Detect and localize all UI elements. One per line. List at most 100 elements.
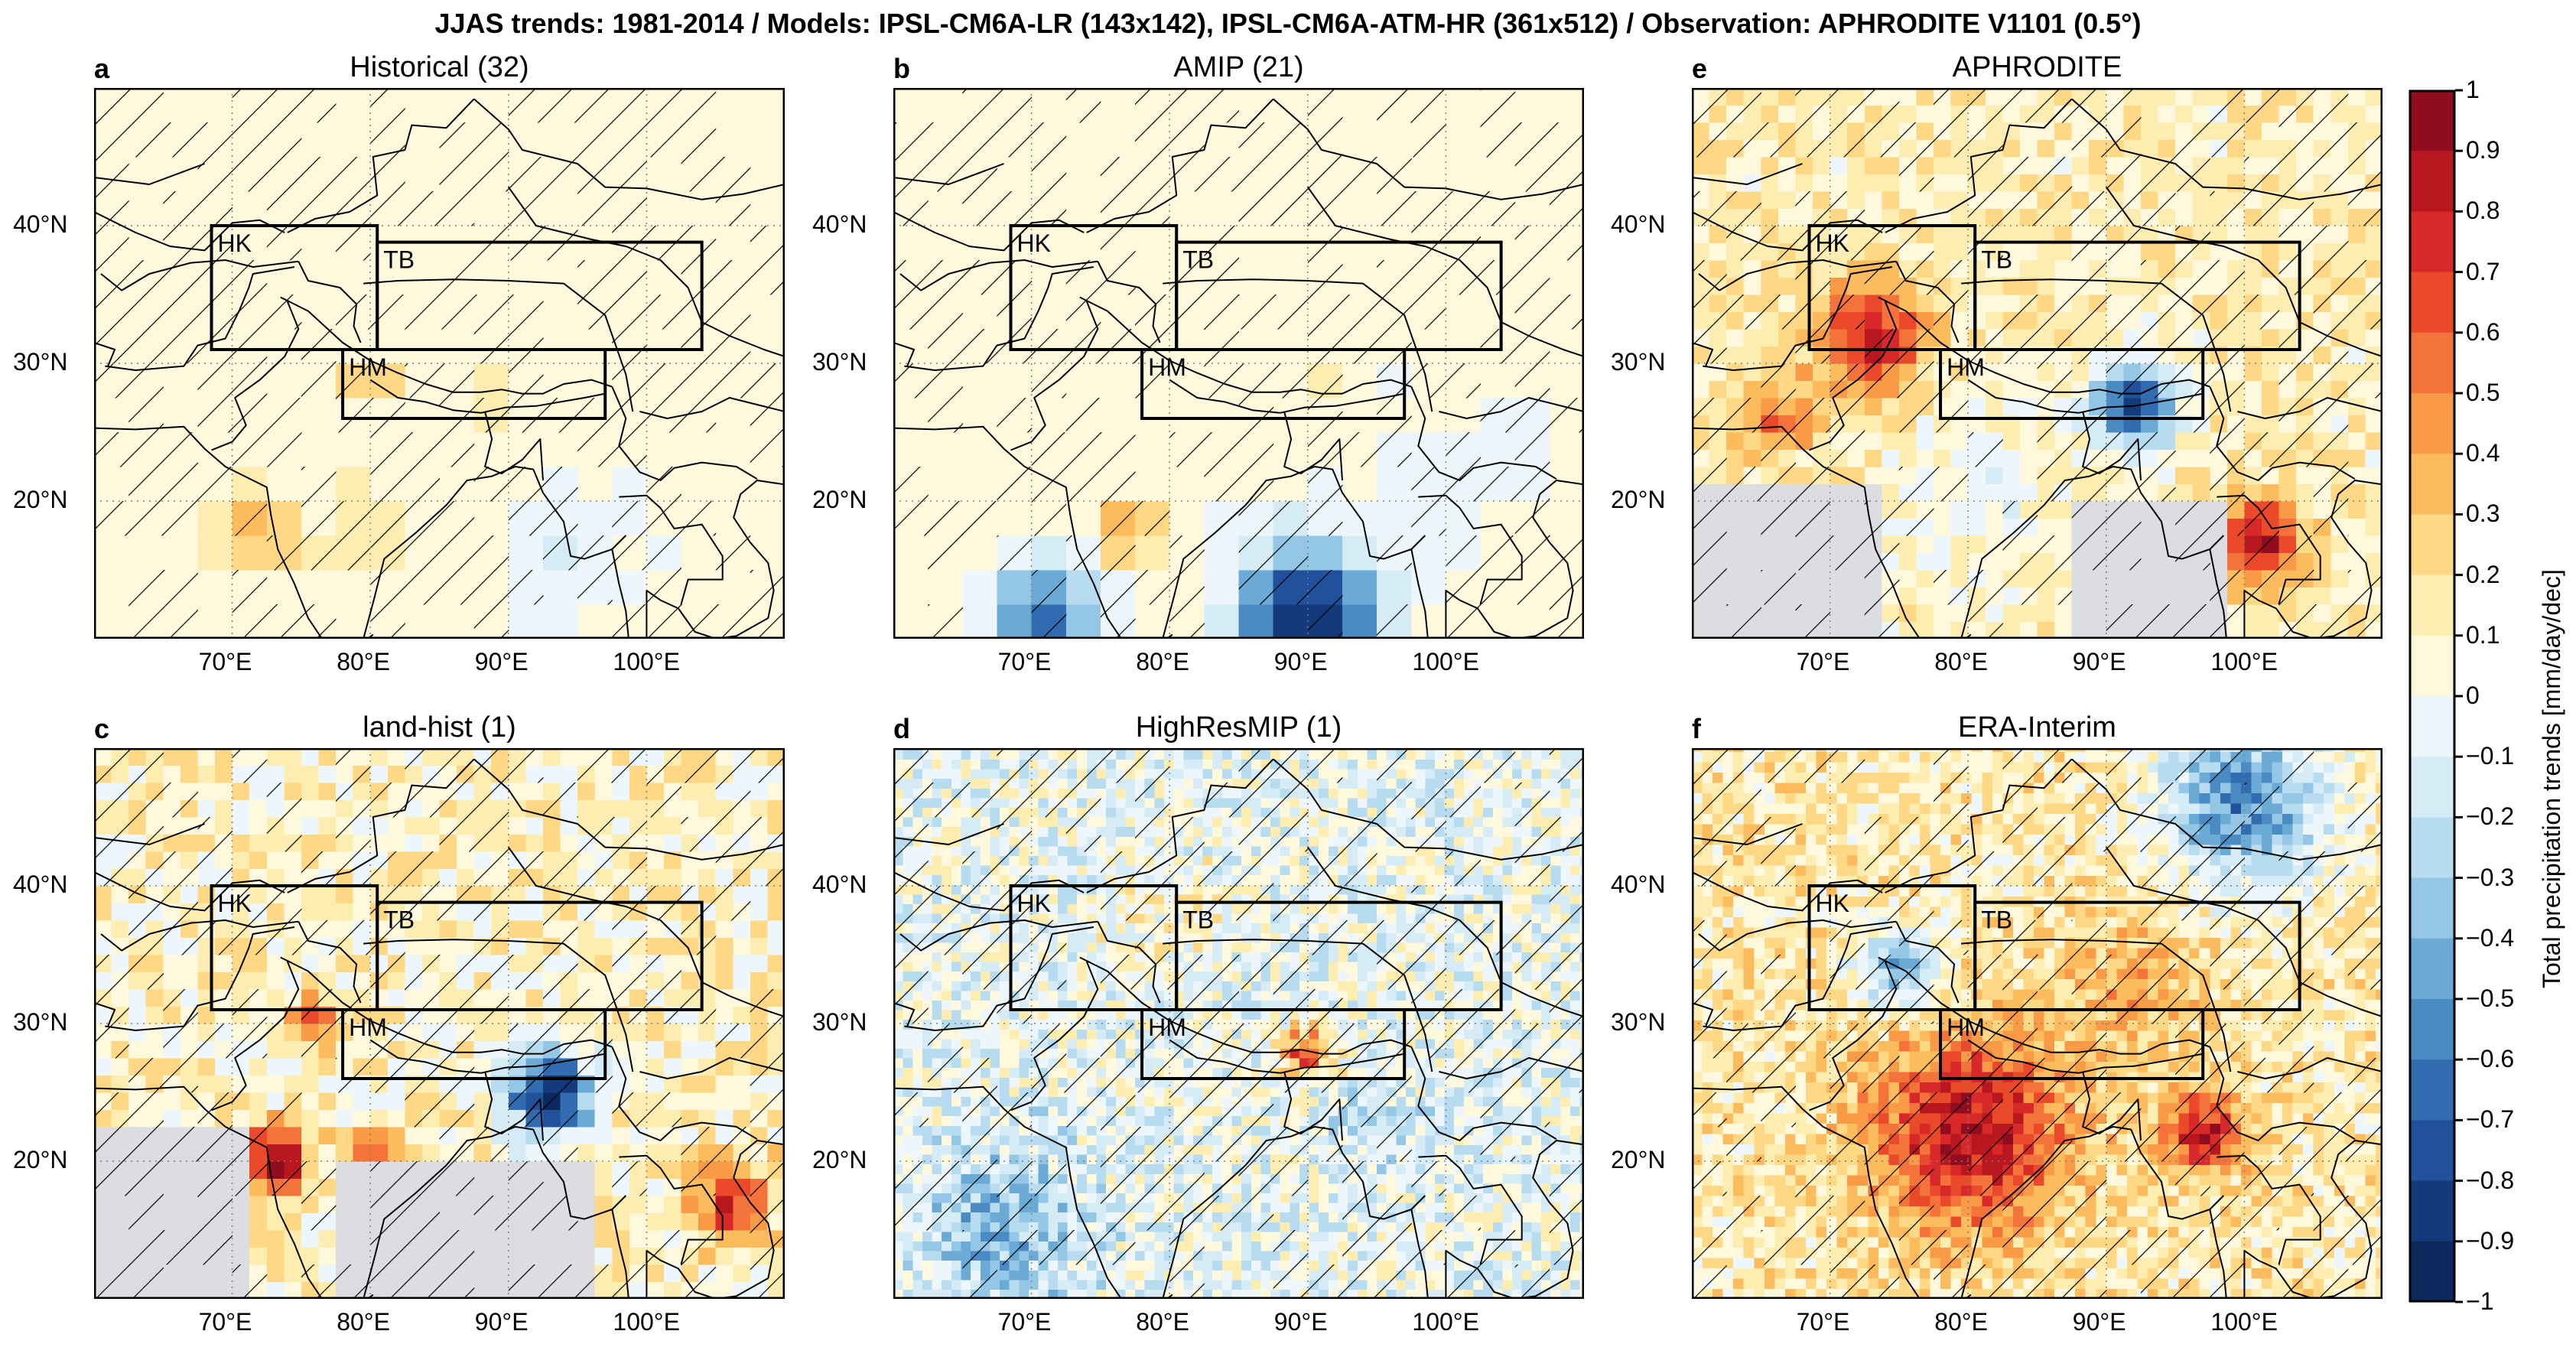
precip-trend-map: HK TB HM [94,88,785,639]
colorbar-swatch [2409,817,2455,879]
region-box [1939,1008,2205,1080]
panel-letter: c [94,713,110,744]
colorbar-tick-label: 0 [2466,682,2480,709]
region-label: HK [218,229,252,257]
lon-tick-label: 70°E [198,1308,252,1336]
colorbar-swatch [2409,635,2455,697]
colorbar-swatch [2409,332,2455,394]
panel-letter: d [893,713,910,744]
lat-tick-label: 30°N [13,348,68,376]
precip-trend-map: HK TB HM [1692,748,2382,1299]
lon-tick-label: 90°E [1273,648,1328,675]
lon-tick-label: 90°E [474,1308,529,1336]
lat-tick-label: 20°N [13,1146,68,1173]
region-label: HK [1816,229,1849,257]
colorbar-swatch [2409,1120,2455,1182]
panel-letter: b [893,53,910,84]
lat-tick-label: 40°N [812,870,867,898]
colorbar-swatch [2409,938,2455,1000]
colorbar-swatch [2409,1180,2455,1242]
colorbar-tick-label: 0.6 [2466,317,2500,346]
colorbar-tick-label: 0.1 [2466,620,2500,649]
figure-title: JJAS trends: 1981-2014 / Models: IPSL-CM… [434,8,2142,39]
lon-tick-label: 70°E [1796,648,1850,675]
lon-tick-label: 100°E [2210,1308,2278,1336]
lon-tick-label: 100°E [613,648,680,675]
region-label: HM [349,353,387,381]
region-label: HK [1816,890,1849,917]
lat-tick-label: 40°N [1611,870,1666,898]
colorbar [2408,89,2463,1303]
colorbar-swatch [2409,1241,2455,1303]
lon-tick-label: 70°E [198,648,252,675]
lon-tick-label: 80°E [1934,1308,1988,1336]
colorbar-tick-label: 0.5 [2466,379,2500,406]
colorbar-label: Total precipitation trends [mm/day/dec] [2538,569,2565,988]
lat-tick-label: 40°N [13,870,68,898]
colorbar-tick-label: −0.9 [2466,1226,2515,1254]
colorbar-tick-label: 0.3 [2466,500,2500,528]
region-box [341,348,607,420]
colorbar-swatch [2409,514,2455,576]
colorbar-swatch [2409,454,2455,515]
region-label: TB [1981,906,2012,934]
colorbar-tick-label: −0.1 [2466,742,2515,770]
colorbar-tick-label: 0.7 [2466,257,2500,285]
lon-tick-label: 70°E [1796,1308,1850,1336]
panel-title: AMIP (21) [1173,51,1304,83]
colorbar-tick-label: −0.8 [2466,1166,2515,1194]
lat-tick-label: 20°N [13,486,68,513]
panel-title: HighResMIP (1) [1135,711,1342,744]
lon-tick-label: 80°E [1934,648,1988,675]
region-box [1140,348,1407,420]
lon-tick-label: 100°E [1412,1308,1479,1336]
colorbar-tick-label: 0.4 [2466,439,2500,467]
panel-title: ERA-Interim [1958,711,2116,744]
lon-tick-label: 100°E [613,1308,680,1336]
precip-trend-map: HK TB HM [1692,88,2382,639]
colorbar-swatch [2409,696,2455,757]
lon-tick-label: 80°E [337,648,390,675]
region-label: HM [1947,1014,1985,1041]
region-label: HK [1017,229,1051,257]
lon-tick-label: 80°E [1136,648,1189,675]
colorbar-tick-label: −0.5 [2466,984,2515,1012]
colorbar-swatch [2409,877,2455,939]
lat-tick-label: 20°N [812,1146,867,1173]
lat-tick-label: 20°N [1611,486,1666,513]
lat-tick-label: 30°N [1611,348,1666,376]
region-label: HM [1947,353,1985,381]
region-label: TB [383,906,415,934]
lon-tick-label: 100°E [2210,648,2278,675]
lat-tick-label: 40°N [812,210,867,238]
lat-tick-label: 40°N [1611,210,1666,238]
panel-letter: a [94,53,110,84]
panel-title: land-hist (1) [363,711,516,744]
colorbar-tick-label: −1 [2466,1287,2494,1315]
colorbar-swatch [2409,90,2455,151]
region-label: TB [1182,246,1214,274]
colorbar-swatch [2409,757,2455,818]
panel-letter: e [1692,53,1708,84]
precip-trend-map: HK TB HM [893,748,1584,1299]
colorbar-swatch [2409,272,2455,334]
lat-tick-label: 20°N [1611,1146,1666,1173]
colorbar-tick-label: −0.2 [2466,802,2515,831]
colorbar-swatch [2409,393,2455,454]
lon-tick-label: 70°E [997,1308,1052,1336]
colorbar-tick-label: 0.8 [2466,197,2500,225]
region-label: HK [218,890,252,917]
panel-title: APHRODITE [1952,51,2122,83]
colorbar-tick-label: −0.3 [2466,863,2515,891]
lat-tick-label: 20°N [812,486,867,513]
precip-trend-map: HK TB HM [893,88,1584,639]
lon-tick-label: 80°E [1136,1308,1189,1336]
lon-tick-label: 100°E [1412,648,1479,675]
panel-letter: f [1692,713,1701,744]
lon-tick-label: 90°E [1273,1308,1328,1336]
lon-tick-label: 90°E [474,648,529,675]
lat-tick-label: 40°N [13,210,68,238]
region-label: HK [1017,890,1051,917]
region-label: TB [1182,906,1214,934]
region-label: HM [349,1014,387,1041]
